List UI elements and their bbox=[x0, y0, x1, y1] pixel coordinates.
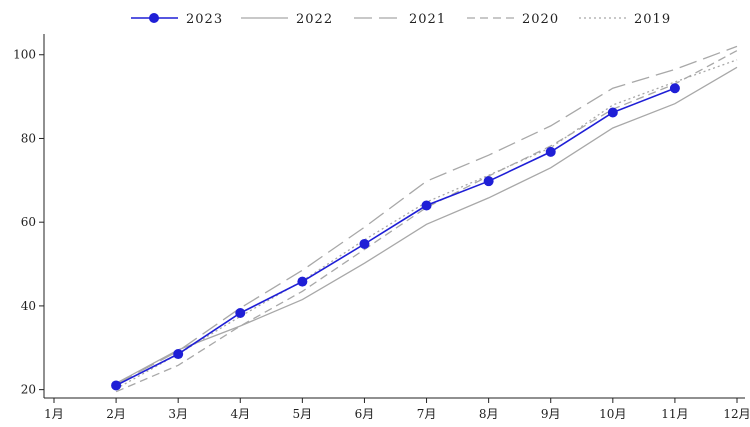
x-tick-label: 2月 bbox=[106, 407, 126, 421]
legend-marker-2023 bbox=[149, 13, 159, 23]
x-tick-label: 6月 bbox=[355, 407, 375, 421]
series-line-2019 bbox=[115, 59, 738, 390]
legend-label-2019: 2019 bbox=[634, 12, 671, 27]
data-point-2023-10 bbox=[669, 83, 680, 94]
data-point-2023-7 bbox=[483, 176, 494, 187]
data-point-2023-3 bbox=[235, 308, 246, 319]
y-tick-label: 100 bbox=[13, 48, 36, 62]
series-line-2023 bbox=[115, 87, 676, 387]
x-tick-label: 11月 bbox=[661, 407, 688, 421]
legend-label-2023: 2023 bbox=[186, 12, 223, 27]
x-tick-label: 5月 bbox=[293, 407, 313, 421]
y-tick-label: 40 bbox=[21, 299, 36, 313]
legend: 2023 2022 2021 2020 2019 bbox=[131, 12, 671, 27]
x-tick-label: 4月 bbox=[230, 407, 250, 421]
legend-label-2020: 2020 bbox=[522, 12, 559, 27]
series-layer bbox=[111, 45, 738, 393]
series-line-2022 bbox=[115, 66, 738, 384]
axes: 20 40 60 80 100 1月 2月 3月 4月 5月 6月 7月 8月 9月 10月 11月 12月 bbox=[13, 34, 750, 421]
data-point-2023-5 bbox=[359, 238, 370, 249]
y-tick-label: 60 bbox=[21, 215, 36, 229]
data-point-2023-1 bbox=[111, 380, 122, 391]
x-tick-label: 8月 bbox=[479, 407, 499, 421]
y-tick-label: 80 bbox=[21, 131, 36, 145]
y-tick-label: 20 bbox=[21, 383, 36, 397]
legend-label-2021: 2021 bbox=[409, 12, 446, 27]
legend-label-2022: 2022 bbox=[296, 12, 333, 27]
x-tick-label: 9月 bbox=[541, 407, 561, 421]
data-point-2023-4 bbox=[297, 276, 308, 287]
x-tick-label: 1月 bbox=[44, 407, 64, 421]
x-tick-label: 12月 bbox=[723, 407, 750, 421]
series-line-2020 bbox=[115, 50, 738, 393]
data-point-2023-9 bbox=[607, 107, 618, 118]
x-tick-label: 7月 bbox=[417, 407, 437, 421]
data-point-2023-8 bbox=[545, 146, 556, 157]
x-tick-label: 10月 bbox=[599, 407, 626, 421]
data-point-2023-6 bbox=[421, 200, 432, 211]
data-point-2023-2 bbox=[173, 349, 184, 360]
series-line-2021 bbox=[115, 45, 738, 385]
x-tick-label: 3月 bbox=[168, 407, 188, 421]
